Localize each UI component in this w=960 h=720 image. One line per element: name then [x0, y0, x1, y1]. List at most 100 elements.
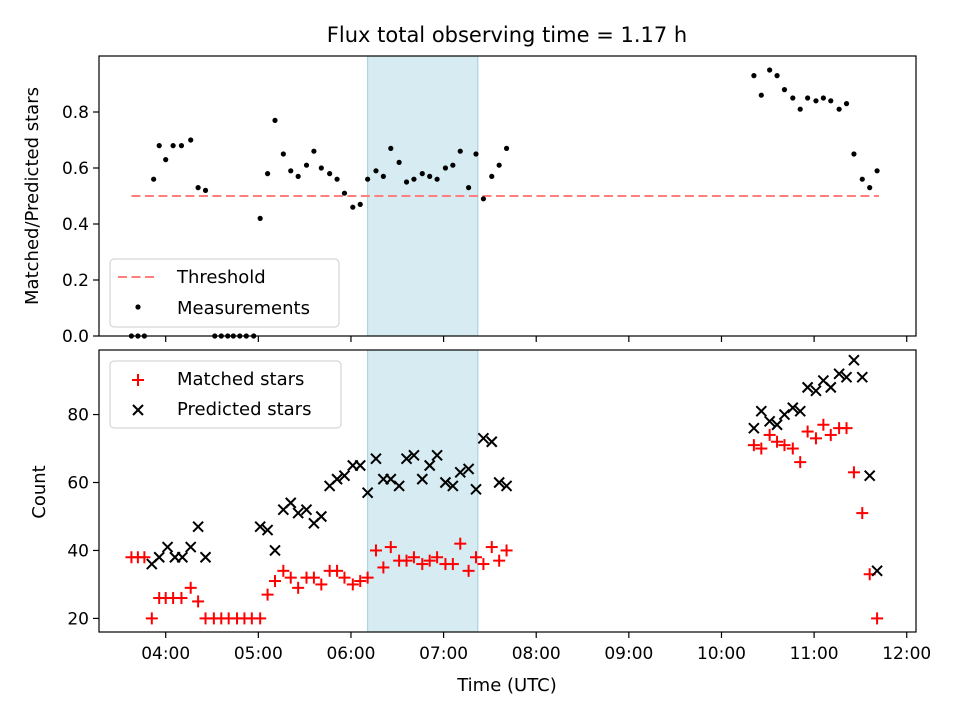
- measurement-point: [156, 143, 162, 149]
- matched-point: [346, 578, 359, 591]
- predicted-point: [810, 385, 822, 397]
- predicted-point: [423, 459, 436, 472]
- matched-point: [801, 425, 814, 438]
- measurement-point: [419, 171, 425, 177]
- top-axes-frame: [98, 55, 917, 337]
- measurement-point: [178, 143, 185, 149]
- matched-point: [786, 442, 799, 455]
- measurement-point: [473, 151, 479, 157]
- bottom-legend: Matched stars Predicted stars: [109, 360, 342, 429]
- measurement-point: [820, 95, 826, 101]
- measurement-point: [843, 101, 850, 107]
- measurement-point: [797, 106, 803, 112]
- measurement-point: [774, 73, 780, 79]
- measurement-point: [365, 176, 371, 182]
- measurement-point: [303, 162, 310, 168]
- predicted-point: [199, 551, 212, 563]
- predicted-point: [393, 480, 405, 492]
- measurement-point: [396, 159, 402, 165]
- matched-point: [824, 428, 837, 441]
- top-legend: Threshold Measurements: [109, 258, 340, 328]
- measurement-point: [357, 201, 363, 207]
- matched-point: [771, 435, 784, 448]
- predicted-point: [354, 459, 366, 472]
- measurement-point: [264, 171, 271, 177]
- measurement-point: [151, 176, 157, 182]
- y-tick-label: 20: [67, 609, 89, 629]
- x-axis-label: Time (UTC): [456, 675, 557, 696]
- measurement-point: [373, 168, 379, 174]
- predicted-point: [315, 510, 328, 523]
- chart-title: Flux total observing time = 1.17 h: [327, 23, 687, 47]
- measurement-point: [295, 173, 301, 179]
- matched-point: [763, 428, 776, 441]
- x-tick-label: 07:00: [419, 644, 468, 664]
- measurement-point: [790, 95, 796, 101]
- measurement-point: [457, 148, 463, 154]
- matched-point: [145, 612, 158, 625]
- predicted-point: [385, 473, 397, 485]
- predicted-point: [176, 551, 189, 563]
- predicted-point: [161, 541, 174, 553]
- matched-point: [871, 612, 884, 625]
- measurement-point: [851, 151, 857, 157]
- bottom-axes-frame: [98, 349, 917, 633]
- matched-point: [261, 588, 274, 601]
- matched-point: [192, 595, 205, 608]
- bottom-shaded-span: [367, 349, 479, 633]
- matched-point: [778, 439, 791, 452]
- measurement-point: [442, 165, 449, 171]
- measurement-point: [828, 98, 834, 104]
- predicted-point: [416, 473, 428, 485]
- predicted-point: [408, 449, 420, 462]
- y-tick-label: 0.2: [62, 271, 89, 291]
- predicted-point: [254, 520, 266, 533]
- predicted-point: [370, 453, 382, 465]
- matched-point: [407, 551, 420, 564]
- measurement-point: [280, 151, 286, 157]
- predicted-point: [477, 432, 490, 445]
- measurement-point: [496, 162, 502, 168]
- matched-point: [755, 442, 768, 455]
- legend-measurements-label: Measurements: [177, 298, 310, 319]
- measurement-point: [751, 73, 757, 79]
- predicted-point: [778, 408, 791, 421]
- matched-point: [847, 466, 860, 479]
- matched-point: [361, 571, 374, 584]
- measurement-point: [874, 168, 880, 174]
- measurement-point: [188, 137, 194, 143]
- matched-point: [462, 564, 475, 577]
- measurement-point: [380, 173, 386, 179]
- bottom-y-axis-ticks: 20 40 60 80: [67, 406, 99, 629]
- predicted-point: [292, 507, 304, 519]
- y-tick-label: 0.4: [62, 215, 89, 235]
- top-y-axis-label: Matched/Predicted stars: [22, 87, 43, 305]
- predicted-point: [493, 476, 505, 489]
- matched-point: [384, 541, 397, 554]
- predicted-point: [454, 466, 466, 479]
- matched-point: [840, 422, 853, 435]
- y-tick-label: 0.0: [62, 327, 89, 347]
- predicted-point: [300, 503, 313, 516]
- predicted-point: [261, 524, 274, 536]
- measurement-point: [257, 215, 263, 221]
- x-tick-label: 05:00: [234, 644, 283, 664]
- matched-point: [175, 592, 188, 605]
- predicted-point: [825, 381, 837, 394]
- measurement-point: [411, 176, 417, 182]
- measurement-point: [350, 204, 356, 210]
- matched-point: [184, 581, 197, 594]
- predicted-point: [833, 368, 845, 380]
- y-tick-label: 60: [67, 474, 89, 494]
- x-tick-label: 10:00: [697, 644, 746, 664]
- matched-point: [400, 554, 413, 567]
- measurement-point: [341, 190, 348, 196]
- measurement-points: [128, 67, 880, 339]
- measurement-point: [163, 157, 169, 163]
- predicted-point: [400, 453, 413, 465]
- top-x-axis-ticks: [165, 336, 908, 342]
- predicted-point: [771, 419, 783, 431]
- matched-point: [254, 612, 267, 625]
- measurement-point: [427, 173, 433, 179]
- measurement-point: [480, 196, 487, 202]
